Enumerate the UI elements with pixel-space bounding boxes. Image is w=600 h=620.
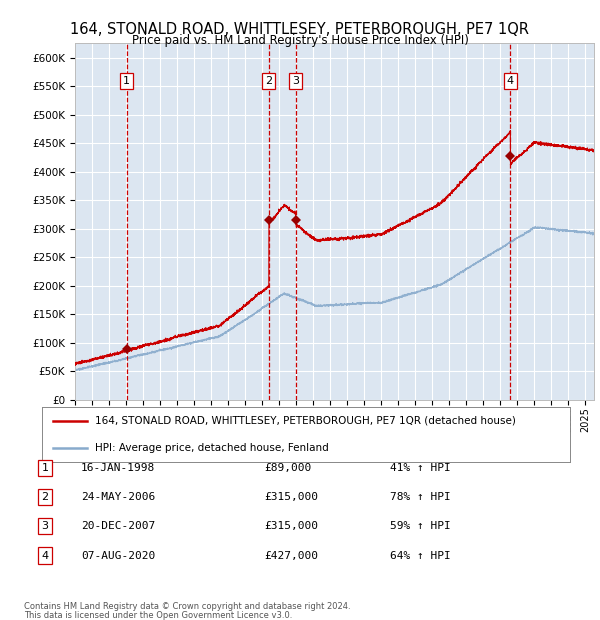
Text: 2: 2 xyxy=(41,492,49,502)
Text: 1: 1 xyxy=(123,76,130,86)
Text: 24-MAY-2006: 24-MAY-2006 xyxy=(81,492,155,502)
Text: 16-JAN-1998: 16-JAN-1998 xyxy=(81,463,155,473)
Text: £315,000: £315,000 xyxy=(264,492,318,502)
Text: Price paid vs. HM Land Registry's House Price Index (HPI): Price paid vs. HM Land Registry's House … xyxy=(131,34,469,47)
Text: 1: 1 xyxy=(41,463,49,473)
Text: 78% ↑ HPI: 78% ↑ HPI xyxy=(390,492,451,502)
Text: 3: 3 xyxy=(292,76,299,86)
Text: 07-AUG-2020: 07-AUG-2020 xyxy=(81,551,155,560)
Text: 64% ↑ HPI: 64% ↑ HPI xyxy=(390,551,451,560)
Text: £427,000: £427,000 xyxy=(264,551,318,560)
Text: 3: 3 xyxy=(41,521,49,531)
Text: 59% ↑ HPI: 59% ↑ HPI xyxy=(390,521,451,531)
Text: 20-DEC-2007: 20-DEC-2007 xyxy=(81,521,155,531)
Text: HPI: Average price, detached house, Fenland: HPI: Average price, detached house, Fenl… xyxy=(95,443,329,453)
Text: This data is licensed under the Open Government Licence v3.0.: This data is licensed under the Open Gov… xyxy=(24,611,292,619)
Text: 4: 4 xyxy=(507,76,514,86)
Text: 164, STONALD ROAD, WHITTLESEY, PETERBOROUGH, PE7 1QR: 164, STONALD ROAD, WHITTLESEY, PETERBORO… xyxy=(71,22,530,37)
Text: Contains HM Land Registry data © Crown copyright and database right 2024.: Contains HM Land Registry data © Crown c… xyxy=(24,602,350,611)
Text: 41% ↑ HPI: 41% ↑ HPI xyxy=(390,463,451,473)
Text: £315,000: £315,000 xyxy=(264,521,318,531)
Text: £89,000: £89,000 xyxy=(264,463,311,473)
Text: 164, STONALD ROAD, WHITTLESEY, PETERBOROUGH, PE7 1QR (detached house): 164, STONALD ROAD, WHITTLESEY, PETERBORO… xyxy=(95,416,515,426)
Text: 2: 2 xyxy=(265,76,272,86)
Text: 4: 4 xyxy=(41,551,49,560)
